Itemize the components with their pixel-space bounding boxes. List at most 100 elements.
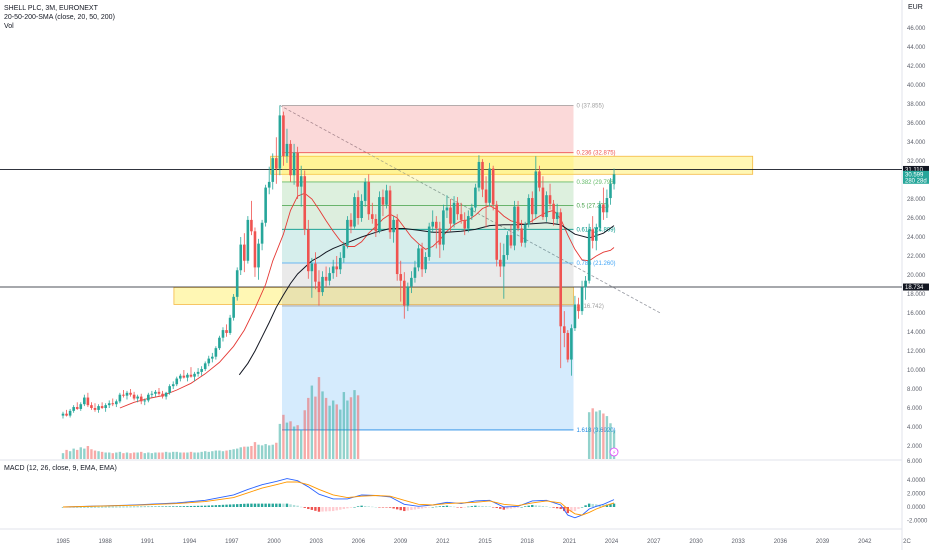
- price-axis-tick: 6.000: [907, 459, 923, 465]
- macd-histogram-bar: [399, 507, 402, 511]
- candle-body: [331, 266, 335, 274]
- candle-body: [321, 276, 324, 293]
- volume-bar: [115, 452, 118, 459]
- candle-body: [484, 189, 488, 203]
- volume-bar: [118, 451, 122, 459]
- candle-body: [349, 219, 353, 227]
- macd-histogram-bar: [584, 505, 587, 507]
- candle-body: [282, 115, 285, 157]
- macd-histogram-bar: [509, 507, 513, 509]
- volume-bar: [328, 405, 331, 459]
- volume-bar: [243, 446, 246, 459]
- candle-body: [150, 393, 154, 395]
- volume-bar: [289, 421, 292, 459]
- price-tag: [903, 165, 929, 173]
- macd-histogram-bar: [79, 506, 82, 508]
- volume-bar: [93, 450, 97, 459]
- sma-indicator-label[interactable]: 20-50-200-SMA (close, 20, 50, 200): [4, 14, 115, 21]
- macd-histogram-bar: [591, 503, 594, 507]
- candle-body: [342, 245, 346, 258]
- macd-histogram-bar: [154, 506, 157, 507]
- macd-histogram-bar: [559, 507, 562, 510]
- macd-histogram-bar: [566, 507, 570, 514]
- candle-body: [235, 270, 239, 297]
- volume-bar: [310, 385, 314, 459]
- volume-bar: [100, 451, 104, 459]
- macd-histogram-bar: [488, 506, 491, 507]
- volume-bar: [278, 423, 282, 459]
- candle-body: [520, 228, 523, 243]
- candle-body: [168, 386, 171, 393]
- time-axis-tick: 2018: [521, 539, 535, 545]
- macd-histogram-bar: [403, 507, 406, 512]
- price-tag: [903, 283, 929, 291]
- macd-histogram-bar: [427, 507, 431, 508]
- macd-histogram-bar: [200, 505, 203, 507]
- volume-indicator-label[interactable]: Vol: [4, 23, 14, 30]
- candle-body: [200, 369, 203, 372]
- trend-line: [279, 105, 661, 314]
- price-axis-tick: 40.000: [907, 83, 926, 89]
- candle-body: [61, 413, 65, 416]
- macd-histogram-bar: [61, 507, 65, 508]
- candle-body: [548, 195, 552, 204]
- candle-body: [72, 407, 75, 411]
- candle-body: [175, 378, 179, 385]
- event-marker-icon: [609, 447, 619, 457]
- macd-histogram-bar: [605, 504, 609, 507]
- macd-histogram-bar: [356, 506, 360, 507]
- candle-body: [143, 400, 147, 402]
- candle-body: [196, 371, 200, 374]
- volume-bar: [129, 453, 132, 459]
- time-axis-tick: 1991: [141, 539, 155, 545]
- volume-bar: [68, 451, 72, 459]
- macd-histogram-bar: [168, 506, 171, 507]
- macd-histogram-bar: [292, 504, 296, 507]
- macd-indicator-label[interactable]: MACD (12, 26, close, 9, EMA, EMA): [4, 465, 117, 472]
- volume-bar: [211, 451, 214, 459]
- candle-body: [580, 287, 584, 312]
- macd-histogram-bar: [196, 505, 200, 507]
- fib-level-label: 0.5 (27.300): [577, 204, 609, 210]
- price-axis-tick: 12.000: [907, 349, 926, 355]
- volume-bar: [186, 452, 189, 459]
- candle-body: [420, 248, 424, 270]
- volume-bar: [307, 397, 310, 459]
- fib-band: [281, 263, 574, 306]
- candle-body: [559, 212, 563, 327]
- chart-title[interactable]: SHELL PLC, 3M, EURONEXT: [4, 5, 98, 12]
- macd-histogram-bar: [118, 506, 122, 508]
- candle-body: [314, 263, 317, 282]
- fib-level-label: 0.786 (21.260): [577, 261, 616, 267]
- macd-histogram-bar: [612, 503, 616, 507]
- macd-histogram-bar: [86, 506, 90, 508]
- time-axis-tick: 2039: [816, 539, 830, 545]
- volume-bar: [125, 452, 129, 459]
- candle-body: [431, 221, 435, 227]
- price-axis-tick: 36.000: [907, 121, 926, 127]
- macd-histogram-bar: [157, 506, 161, 507]
- macd-histogram-bar: [289, 504, 292, 507]
- currency-label[interactable]: EUR: [908, 4, 923, 11]
- macd-histogram-bar: [570, 507, 573, 513]
- macd-histogram-bar: [381, 507, 385, 508]
- macd-histogram-bar: [385, 507, 388, 508]
- sma-50-line: [238, 222, 615, 376]
- candle-body: [285, 143, 289, 157]
- time-axis-tick: 1997: [225, 539, 239, 545]
- candle-body: [93, 408, 97, 410]
- candle-body: [452, 202, 456, 224]
- volume-bar: [342, 392, 346, 459]
- candle-body: [161, 393, 164, 397]
- candle-body: [338, 257, 342, 270]
- volume-bar: [331, 400, 335, 459]
- volume-bar: [143, 453, 146, 459]
- candle-body: [317, 281, 321, 293]
- macd-histogram-bar: [111, 506, 114, 508]
- candle-body: [538, 171, 541, 188]
- candle-body: [463, 219, 467, 229]
- candle-body: [506, 235, 509, 256]
- candle-body: [267, 181, 271, 188]
- time-axis-tick: 2012: [436, 539, 450, 545]
